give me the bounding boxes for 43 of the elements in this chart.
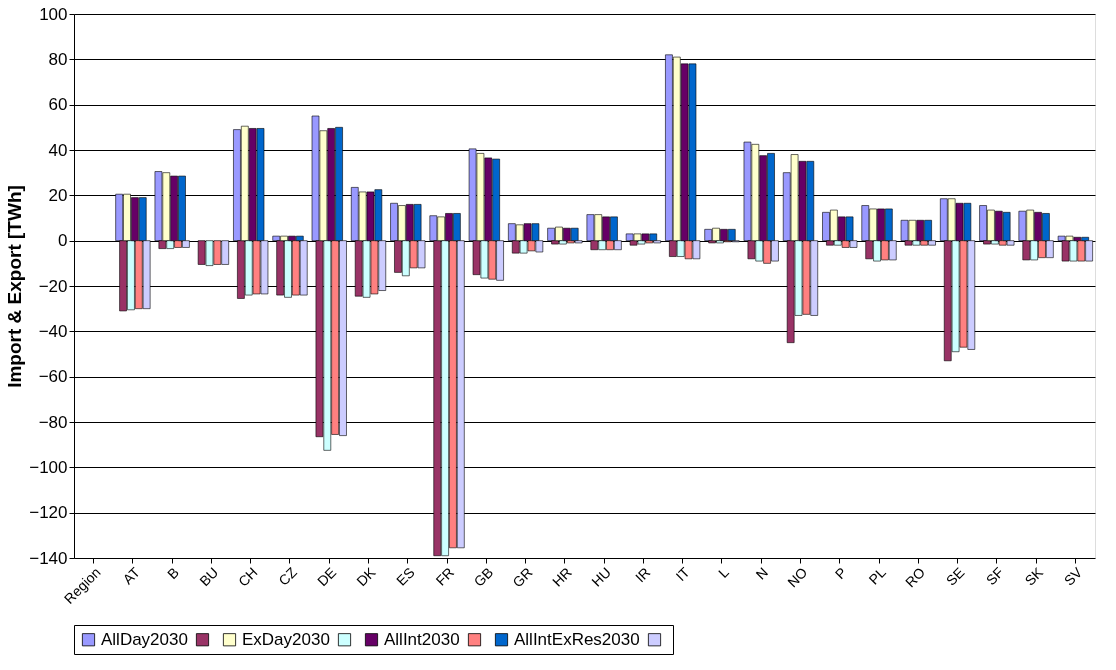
x-tick-label: NO	[784, 564, 811, 591]
y-tick-label: −60	[38, 367, 68, 387]
y-tick-label: −20	[38, 276, 68, 296]
y-tick-label: −80	[38, 412, 68, 432]
y-tick-label: 40	[48, 140, 68, 160]
legend-label: AllDay2030	[101, 629, 188, 649]
x-tick-label: GB	[470, 564, 497, 590]
x-tick-label: AT	[119, 563, 144, 588]
x-tick-label: HR	[549, 564, 575, 590]
x-tick-label: DE	[314, 564, 340, 590]
y-tick-label: 0	[58, 231, 68, 251]
y-tick-label: 100	[39, 4, 68, 24]
x-tick-label: HU	[588, 564, 615, 590]
y-tick-label: 60	[48, 95, 68, 115]
y-tick-label: −100	[29, 457, 68, 477]
y-tick-label: −40	[38, 321, 68, 341]
legend-label: AllIntExRes2030	[514, 629, 640, 649]
x-tick-label: GR	[509, 564, 536, 591]
x-tick-label: B	[164, 564, 183, 583]
x-tick-label: IT	[672, 563, 693, 585]
x-tick-label: FR	[432, 564, 457, 589]
legend-label: AllInt2030	[384, 629, 460, 649]
x-tick-label: P	[831, 564, 850, 583]
x-tick-label: CZ	[275, 563, 301, 589]
x-tick-label: BU	[196, 564, 222, 590]
x-tick-label: SE	[942, 564, 968, 589]
x-tick-label: SV	[1060, 563, 1086, 589]
y-tick-label: 20	[48, 185, 68, 205]
y-tick-label: −140	[29, 548, 68, 568]
x-tick-label: DK	[353, 563, 379, 590]
x-tick-label: ES	[393, 564, 418, 589]
legend-label: ExDay2030	[242, 629, 330, 649]
x-tick-label: IR	[632, 564, 654, 586]
x-tick-label: SK	[1021, 563, 1047, 589]
x-tick-label: CH	[234, 564, 261, 590]
x-tick-label: RO	[902, 564, 929, 591]
y-axis-title: Import & Export [TWh]	[4, 185, 26, 388]
y-tick-label: −120	[29, 503, 68, 523]
x-tick-label: L	[715, 563, 732, 581]
x-tick-label: SF	[982, 564, 1007, 589]
y-tick-label: 80	[48, 49, 68, 69]
x-tick-label: PL	[865, 563, 890, 588]
x-tick-label: N	[752, 564, 772, 583]
